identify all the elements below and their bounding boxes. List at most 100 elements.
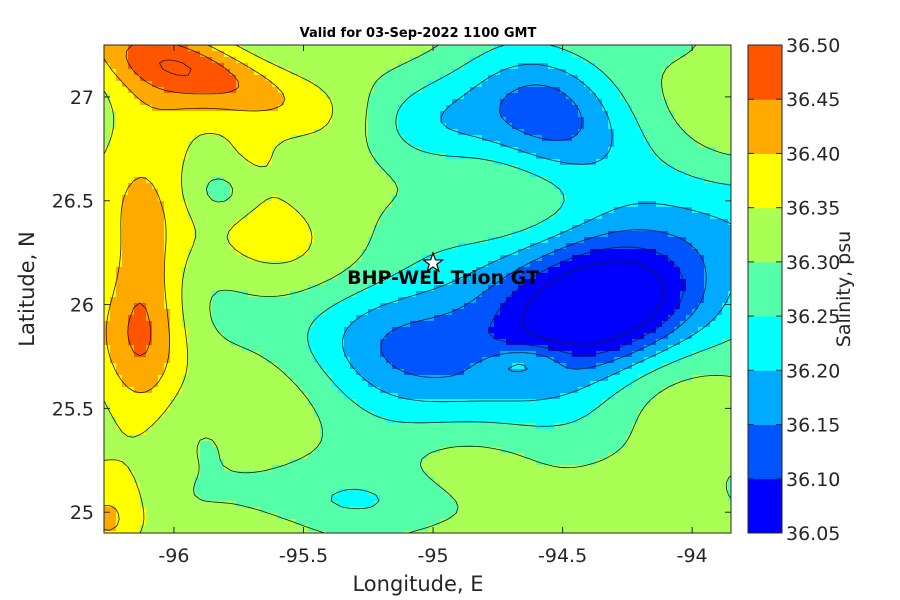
contour-cell <box>698 45 705 52</box>
contour-cell <box>680 303 687 310</box>
contour-cell <box>236 57 243 64</box>
contour-cell <box>542 195 549 202</box>
contour-cell <box>122 153 129 160</box>
contour-cell <box>206 177 213 184</box>
contour-cell <box>230 321 237 328</box>
contour-cell <box>422 189 429 196</box>
contour-cell <box>272 285 279 292</box>
contour-cell <box>686 75 693 82</box>
contour-cell <box>386 141 393 148</box>
contour-cell <box>446 231 453 238</box>
contour-cell <box>218 105 225 112</box>
contour-cell <box>302 237 309 244</box>
contour-cell <box>512 255 519 262</box>
contour-cell <box>158 189 165 196</box>
contour-cell <box>218 249 225 256</box>
contour-cell <box>158 81 165 88</box>
contour-cell <box>146 111 153 118</box>
contour-cell <box>404 279 411 286</box>
contour-cell <box>380 273 387 280</box>
contour-cell <box>614 105 621 112</box>
contour-cell <box>428 267 435 274</box>
contour-cell <box>338 147 345 154</box>
contour-cell <box>656 261 663 268</box>
contour-cell <box>542 171 549 178</box>
contour-cell <box>248 57 255 64</box>
contour-cell <box>716 75 723 82</box>
contour-cell <box>704 153 711 160</box>
contour-cell <box>320 45 327 52</box>
contour-cell <box>650 279 657 286</box>
contour-cell <box>200 327 207 334</box>
contour-cell <box>566 57 573 64</box>
contour-cell <box>518 309 525 316</box>
contour-cell <box>530 321 537 328</box>
contour-cell <box>482 321 489 328</box>
contour-cell <box>278 159 285 166</box>
contour-cell <box>620 183 627 190</box>
contour-cell <box>692 159 699 166</box>
contour-cell <box>152 183 159 190</box>
contour-cell <box>584 189 591 196</box>
contour-cell <box>500 321 507 328</box>
contour-cell <box>566 141 573 148</box>
contour-cell <box>140 327 147 334</box>
contour-cell <box>200 189 207 196</box>
contour-cell <box>590 183 597 190</box>
contour-cell <box>158 87 165 94</box>
contour-cell <box>230 327 237 334</box>
contour-cell <box>704 243 711 250</box>
contour-cell <box>464 213 471 220</box>
contour-cell <box>260 45 267 52</box>
contour-cell <box>212 291 219 298</box>
contour-cell <box>698 177 705 184</box>
contour-cell <box>500 141 507 148</box>
contour-cell <box>164 87 171 94</box>
contour-cell <box>302 99 309 106</box>
contour-cell <box>398 63 405 70</box>
contour-cell <box>308 303 315 310</box>
contour-cell <box>182 105 189 112</box>
contour-cell <box>410 207 417 214</box>
contour-cell <box>644 123 651 130</box>
contour-cell <box>320 267 327 274</box>
contour-cell <box>518 147 525 154</box>
contour-cell <box>212 243 219 250</box>
contour-cell <box>440 219 447 226</box>
contour-cell <box>686 201 693 208</box>
contour-cell <box>584 45 591 52</box>
contour-cell <box>272 303 279 310</box>
contour-cell <box>350 111 357 118</box>
contour-cell <box>338 231 345 238</box>
contour-cell <box>296 51 303 58</box>
contour-cell <box>170 249 177 256</box>
contour-cell <box>104 243 111 250</box>
contour-cell <box>278 93 285 100</box>
contour-cell <box>506 201 513 208</box>
contour-cell <box>146 267 153 274</box>
contour-cell <box>110 243 117 250</box>
contour-cell <box>434 159 441 166</box>
contour-cell <box>146 99 153 106</box>
contour-cell <box>350 291 357 298</box>
contour-cell <box>566 153 573 160</box>
contour-cell <box>488 147 495 154</box>
contour-cell <box>380 201 387 208</box>
contour-cell <box>512 135 519 142</box>
contour-cell <box>494 249 501 256</box>
contour-cell <box>632 93 639 100</box>
contour-cell <box>104 285 111 292</box>
contour-cell <box>608 51 615 58</box>
contour-cell <box>572 123 579 130</box>
contour-cell <box>548 129 555 136</box>
contour-cell <box>314 219 321 226</box>
contour-cell <box>104 159 111 166</box>
contour-cell <box>278 75 285 82</box>
contour-cell <box>278 279 285 286</box>
contour-cell <box>470 141 477 148</box>
contour-cell <box>146 189 153 196</box>
contour-cell <box>230 201 237 208</box>
contour-cell <box>254 291 261 298</box>
contour-cell <box>272 195 279 202</box>
contour-cell <box>476 75 483 82</box>
